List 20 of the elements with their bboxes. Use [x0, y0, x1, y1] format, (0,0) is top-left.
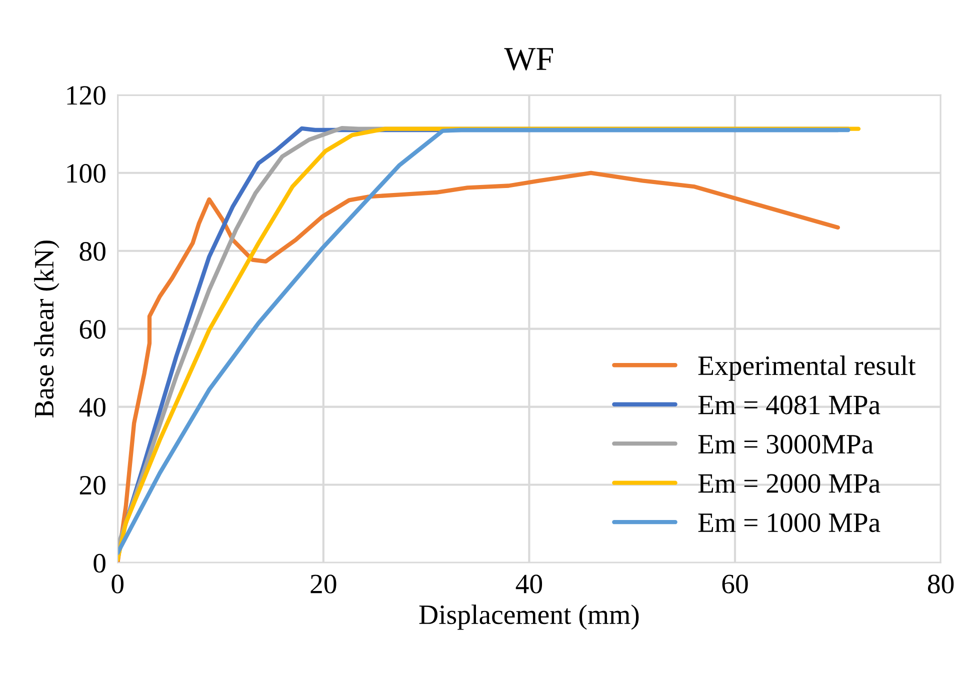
y-tick-label: 40: [79, 398, 106, 417]
y-tick-label: 20: [80, 476, 106, 495]
x-axis-title: Displacement (mm): [419, 604, 639, 630]
x-tick-label: 60: [722, 574, 748, 594]
legend-label: Experimental result: [698, 356, 916, 381]
legend-label: Em = 2000 MPa: [698, 474, 880, 493]
x-tick-label: 0: [112, 574, 124, 594]
x-tick-label: 20: [310, 574, 336, 594]
chart-title: WF: [504, 48, 553, 70]
y-tick-label: 0: [94, 554, 106, 573]
x-tick-label: 80: [928, 574, 954, 594]
y-tick-label: 60: [80, 320, 106, 339]
y-tick-label: 100: [67, 164, 106, 183]
x-tick-label: 40: [516, 574, 542, 594]
y-tick-label: 80: [80, 242, 106, 261]
legend-label: Em = 4081 MPa: [698, 396, 880, 414]
legend-label: Em = 1000 MPa: [698, 513, 880, 532]
y-tick-label: 120: [67, 86, 106, 105]
legend-label: Em = 3000MPa: [698, 434, 874, 454]
y-axis-title: Base shear (kN): [34, 240, 60, 418]
